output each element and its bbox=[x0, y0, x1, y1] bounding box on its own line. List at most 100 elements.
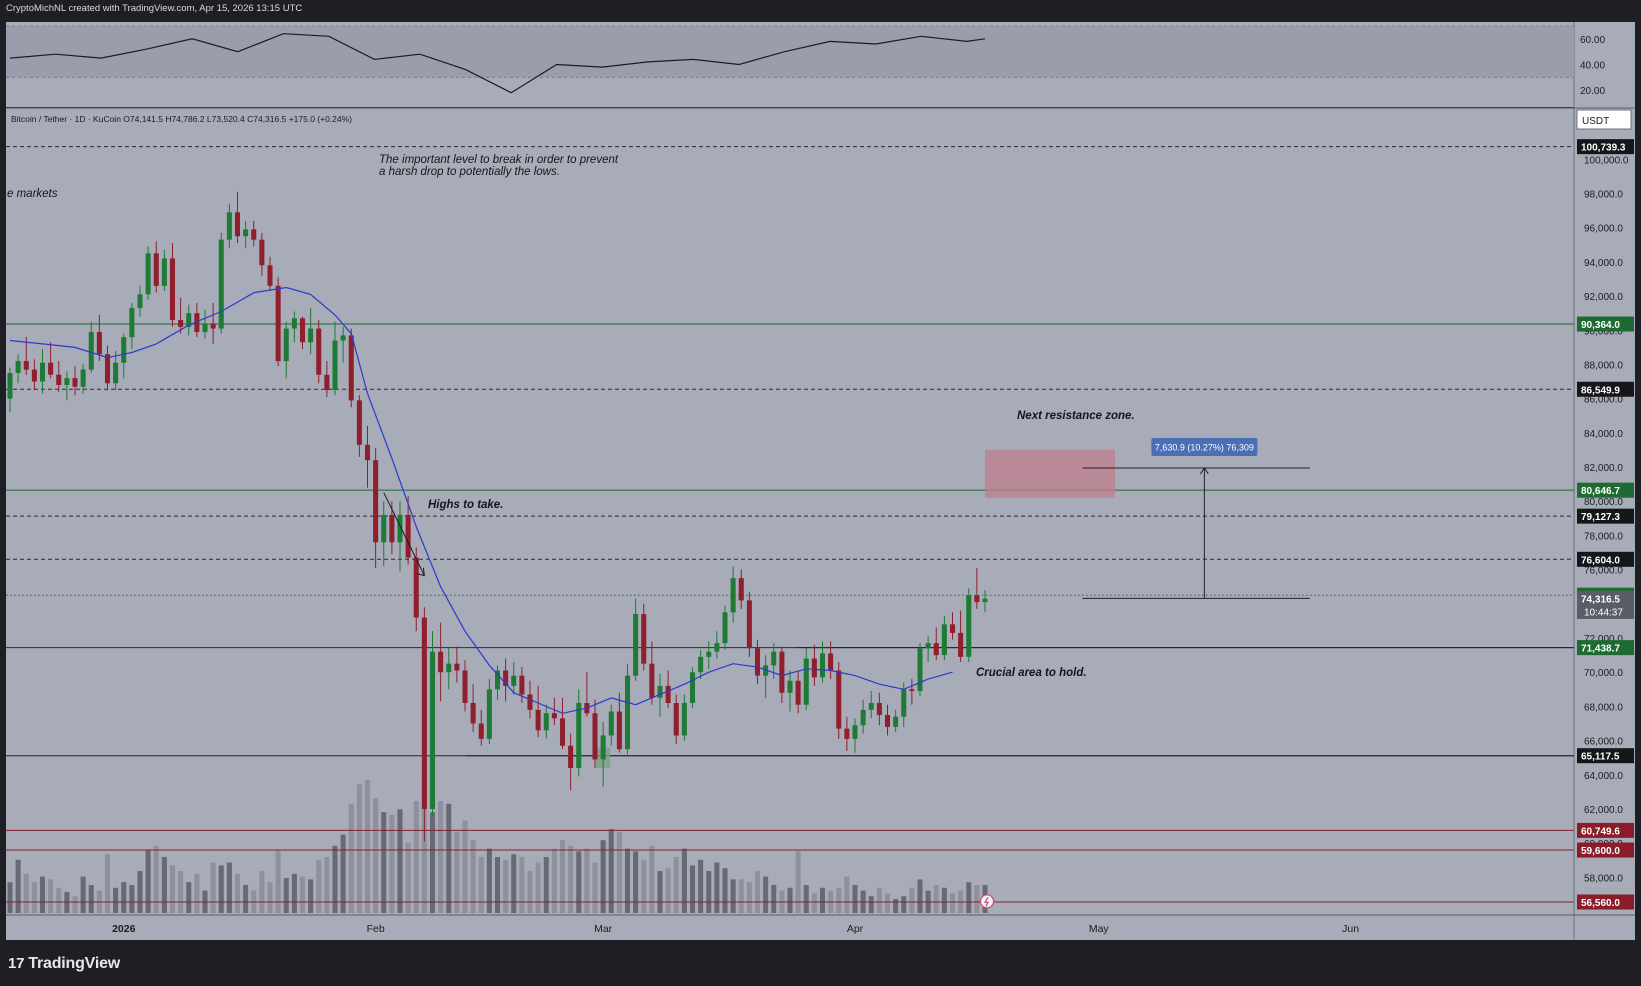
time-tick-label: Apr bbox=[847, 923, 864, 935]
volume-bar bbox=[72, 896, 78, 913]
candle bbox=[641, 603, 647, 671]
volume-bar bbox=[689, 865, 696, 913]
candle-body bbox=[730, 578, 736, 613]
candle-body bbox=[470, 702, 476, 724]
volume-bar bbox=[397, 809, 403, 913]
volume-bar bbox=[275, 850, 281, 913]
candle bbox=[421, 607, 427, 842]
volume-bar bbox=[649, 845, 655, 913]
candle-body bbox=[234, 212, 241, 237]
volume-bar bbox=[673, 857, 679, 913]
candle-body bbox=[974, 595, 980, 603]
volume-bar bbox=[811, 893, 817, 913]
candle bbox=[795, 670, 801, 714]
volume-bar bbox=[535, 862, 541, 913]
volume-bar bbox=[876, 887, 882, 913]
volume-bar bbox=[714, 862, 720, 913]
candle-body bbox=[104, 354, 111, 384]
volume-bar bbox=[259, 871, 265, 913]
candle-body bbox=[844, 728, 850, 739]
candle-body bbox=[819, 653, 826, 678]
volume-bar bbox=[316, 859, 322, 913]
volume-bar bbox=[803, 885, 809, 913]
candle-body bbox=[275, 285, 281, 362]
candle bbox=[470, 684, 476, 733]
oscillator-tick-label: 20.00 bbox=[1580, 86, 1605, 97]
volume-bar bbox=[698, 859, 704, 913]
candle bbox=[234, 191, 241, 244]
volume-bar bbox=[405, 843, 411, 913]
annotation-next-resistance: Next resistance zone. bbox=[1017, 410, 1135, 422]
candle-body bbox=[543, 713, 549, 731]
candle-body bbox=[486, 689, 492, 739]
volume-bar bbox=[771, 885, 777, 913]
volume-bar bbox=[446, 803, 452, 913]
candle-body bbox=[316, 328, 322, 375]
candle-body bbox=[795, 680, 801, 705]
currency-badge: USDT bbox=[1582, 116, 1609, 127]
candle bbox=[519, 667, 525, 703]
candle bbox=[982, 590, 988, 613]
volume-bar bbox=[137, 871, 143, 913]
candle-body bbox=[698, 656, 704, 673]
candle-body bbox=[681, 702, 687, 736]
volume-bar bbox=[503, 859, 509, 913]
candle-body bbox=[389, 514, 395, 543]
volume-bar bbox=[234, 873, 241, 913]
candle bbox=[689, 667, 696, 709]
price-axis bbox=[1574, 22, 1635, 940]
candle-body bbox=[933, 643, 939, 656]
level-badge-label: 65,117.5 bbox=[1581, 752, 1620, 763]
volume-bar bbox=[746, 882, 752, 913]
candle-body bbox=[64, 378, 70, 385]
candle bbox=[446, 648, 452, 690]
level-badge-box bbox=[1577, 316, 1634, 332]
candle-body bbox=[503, 670, 509, 686]
candle bbox=[730, 566, 736, 623]
tradingview-brand: TradingView bbox=[28, 955, 121, 972]
candle bbox=[88, 321, 94, 374]
tradingview-logo[interactable]: 17 TradingView bbox=[8, 955, 120, 973]
price-tick-label: 72,000.0 bbox=[1584, 634, 1623, 645]
replay-bolt-icon bbox=[979, 894, 995, 909]
volume-bar bbox=[592, 862, 598, 913]
candle bbox=[868, 691, 874, 719]
candle bbox=[633, 598, 639, 681]
volume-bars bbox=[7, 775, 988, 913]
volume-bar bbox=[462, 820, 468, 913]
candle bbox=[397, 501, 403, 572]
candle-body bbox=[803, 658, 809, 705]
candle-body bbox=[96, 331, 102, 355]
candle bbox=[23, 337, 29, 375]
candle-body bbox=[113, 362, 119, 384]
oscillator-line bbox=[9, 33, 986, 94]
volume-bar bbox=[413, 801, 419, 913]
candle-body bbox=[429, 651, 436, 809]
candle-body bbox=[397, 514, 403, 543]
candle-body bbox=[673, 702, 679, 736]
volume-bar bbox=[299, 876, 306, 913]
last-price-badge bbox=[1577, 590, 1634, 619]
volume-bar bbox=[373, 798, 379, 913]
countdown-label: 10:44:37 bbox=[1584, 607, 1623, 618]
candle-body bbox=[340, 335, 346, 341]
candle-body bbox=[949, 624, 956, 633]
candle-body bbox=[860, 709, 866, 726]
candle bbox=[649, 641, 655, 705]
candle-body bbox=[31, 369, 37, 382]
price-tick-label: 68,000.0 bbox=[1584, 702, 1623, 713]
volume-bar bbox=[421, 775, 427, 913]
candle-body bbox=[446, 663, 452, 673]
candle bbox=[226, 203, 232, 249]
candle bbox=[958, 610, 964, 662]
candle bbox=[616, 692, 622, 753]
volume-bar bbox=[291, 873, 297, 913]
tradingview-logo-icon: 17 bbox=[8, 955, 25, 972]
candle bbox=[113, 350, 119, 391]
level-badge-label: 60,749.6 bbox=[1581, 826, 1620, 837]
candle bbox=[511, 661, 517, 695]
candle bbox=[559, 697, 566, 750]
volume-bar bbox=[917, 879, 923, 913]
volume-bar bbox=[576, 851, 582, 913]
